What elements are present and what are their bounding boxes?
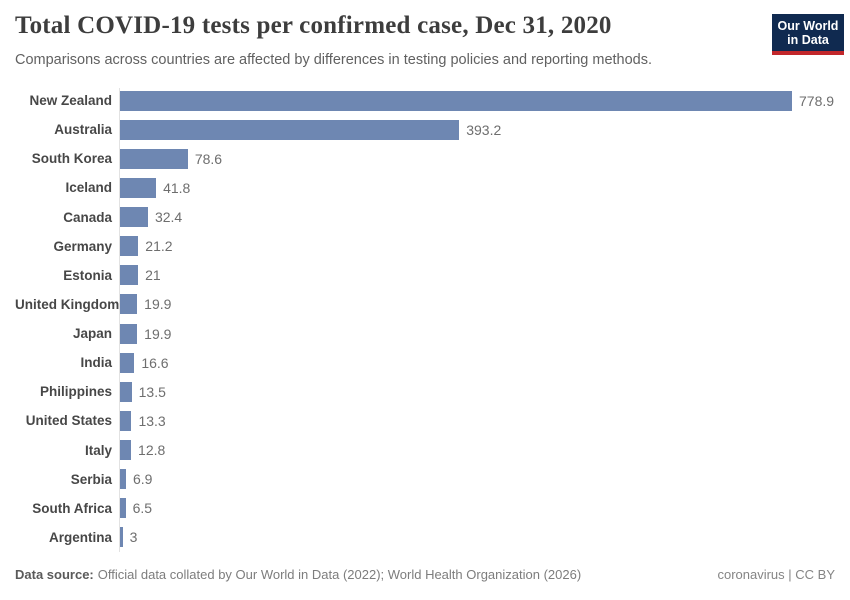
bar-row: Australia 393.2: [15, 115, 850, 144]
bar-label: Australia: [54, 122, 112, 138]
bar-row: India 16.6: [15, 348, 850, 377]
bar-label: Philippines: [39, 384, 112, 400]
bar-label: Estonia: [63, 267, 112, 283]
bar-label: Canada: [63, 209, 112, 225]
data-source-note: Data source: Official data collated by Ou…: [15, 567, 581, 582]
bar-row: Estonia 21: [15, 261, 850, 290]
bar-row: Germany 21.2: [15, 232, 850, 261]
bar[interactable]: [120, 323, 138, 344]
bar[interactable]: [120, 381, 132, 402]
bar-label: Italy: [84, 442, 112, 458]
data-source-text: Official data collated by Our World in D…: [97, 567, 582, 582]
bar[interactable]: [120, 207, 148, 228]
bar-chart: New Zealand 778.9 Australia 393.2 South …: [15, 86, 850, 552]
bar-label: United Kingdom: [15, 296, 120, 312]
owid-logo-red-bar: [772, 51, 844, 55]
bar-label: Argentina: [48, 529, 112, 545]
bar-value: 21.2: [145, 238, 173, 255]
bar[interactable]: [120, 410, 132, 431]
bar-value: 19.9: [144, 325, 172, 342]
chart-rows: New Zealand 778.9 Australia 393.2 South …: [15, 86, 850, 552]
bar-row: Italy 12.8: [15, 436, 850, 465]
bar-label: United States: [25, 413, 112, 429]
bar-row: United Kingdom 19.9: [15, 290, 850, 319]
bar-row: Argentina 3: [15, 523, 850, 552]
bar-value: 16.6: [141, 354, 169, 371]
bar[interactable]: [120, 469, 126, 490]
chart-footer: Data source: Official data collated by Ou…: [15, 567, 835, 582]
bar-value: 13.3: [138, 412, 166, 429]
bar-value: 21: [145, 267, 161, 284]
bar-row: Philippines 13.5: [15, 377, 850, 406]
bar[interactable]: [120, 352, 135, 373]
bar[interactable]: [120, 265, 139, 286]
bar-value: 3: [129, 529, 138, 546]
bar[interactable]: [120, 177, 157, 198]
chart-title: Total COVID-19 tests per confirmed case,…: [15, 12, 612, 39]
bar-value: 6.5: [132, 500, 153, 517]
owid-logo-text: Our World in Data: [772, 14, 844, 51]
bar[interactable]: [120, 119, 460, 140]
owid-logo[interactable]: Our World in Data: [772, 14, 844, 55]
bar[interactable]: [120, 294, 138, 315]
bar-row: Serbia 6.9: [15, 465, 850, 494]
bar[interactable]: [120, 498, 126, 519]
bar-value: 78.6: [194, 150, 223, 167]
bar-value: 393.2: [466, 121, 502, 138]
bar-value: 778.9: [799, 92, 835, 109]
bar-label: Iceland: [65, 180, 112, 196]
bar[interactable]: [120, 527, 123, 548]
bar-label: South Korea: [31, 151, 112, 167]
bar-label: Serbia: [70, 471, 112, 487]
bar[interactable]: [120, 236, 139, 257]
bar-row: South Korea 78.6: [15, 144, 850, 173]
bar-value: 19.9: [144, 296, 172, 313]
bar-row: Iceland 41.8: [15, 173, 850, 202]
bar[interactable]: [120, 440, 132, 461]
bar-value: 6.9: [132, 471, 153, 488]
bar-value: 12.8: [138, 442, 166, 459]
license-link[interactable]: coronavirus | CC BY: [717, 567, 835, 582]
bar-row: United States 13.3: [15, 406, 850, 435]
bar[interactable]: [120, 90, 792, 111]
bar-label: South Africa: [32, 500, 112, 516]
bar-value: 41.8: [163, 179, 191, 196]
bar-row: Canada 32.4: [15, 203, 850, 232]
bar-label: Japan: [72, 326, 112, 342]
bar-label: India: [80, 355, 112, 371]
bar-value: 13.5: [138, 383, 166, 400]
bar-label: New Zealand: [29, 93, 112, 109]
bar-row: South Africa 6.5: [15, 494, 850, 523]
data-source-label: Data source:: [15, 567, 94, 582]
chart-subtitle: Comparisons across countries are affecte…: [15, 52, 653, 68]
bar[interactable]: [120, 148, 188, 169]
bar-row: Japan 19.9: [15, 319, 850, 348]
bar-label: Germany: [53, 238, 112, 254]
bar-row: New Zealand 778.9: [15, 86, 850, 115]
y-axis-line: [119, 88, 120, 552]
bar-value: 32.4: [154, 209, 183, 226]
